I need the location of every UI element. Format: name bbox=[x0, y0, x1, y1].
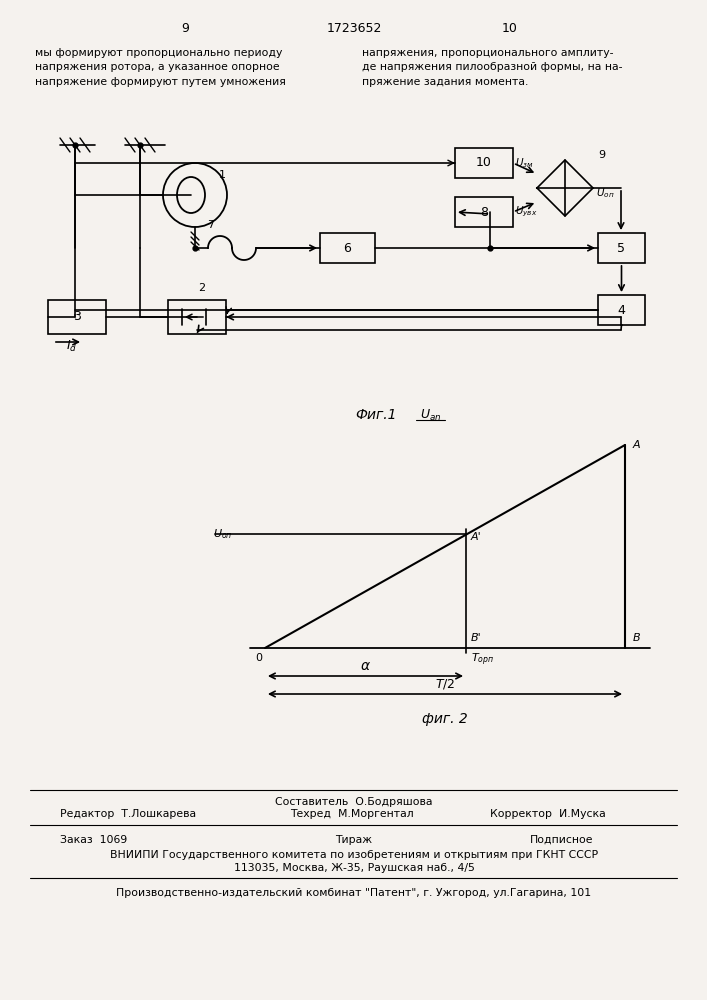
Bar bbox=[320, 233, 375, 263]
Text: Редактор  Т.Лошкарева: Редактор Т.Лошкарева bbox=[60, 809, 196, 819]
Text: фиг. 2: фиг. 2 bbox=[422, 712, 468, 726]
Bar bbox=[48, 300, 106, 334]
Text: A': A' bbox=[471, 532, 481, 542]
Text: 0: 0 bbox=[255, 653, 262, 663]
Text: 113035, Москва, Ж-35, Раушская наб., 4/5: 113035, Москва, Ж-35, Раушская наб., 4/5 bbox=[233, 863, 474, 873]
Text: 6: 6 bbox=[344, 241, 351, 254]
Text: 10: 10 bbox=[502, 21, 518, 34]
Text: 7: 7 bbox=[207, 220, 214, 230]
Text: Техред  М.Моргентал: Техред М.Моргентал bbox=[290, 809, 414, 819]
Text: Составитель  О.Бодряшова: Составитель О.Бодряшова bbox=[275, 797, 433, 807]
Text: напряжения, пропорционального амплиту-
де напряжения пилообразной формы, на на-
: напряжения, пропорционального амплиту- д… bbox=[362, 48, 622, 87]
Text: 9: 9 bbox=[181, 21, 189, 34]
Text: Заказ  1069: Заказ 1069 bbox=[60, 835, 127, 845]
Text: 8: 8 bbox=[480, 206, 488, 219]
Text: ВНИИПИ Государственного комитета по изобретениям и открытиям при ГКНТ СССР: ВНИИПИ Государственного комитета по изоб… bbox=[110, 850, 598, 860]
Text: Тираж: Тираж bbox=[335, 835, 373, 845]
Bar bbox=[598, 233, 645, 263]
Text: Фиг.1: Фиг.1 bbox=[355, 408, 397, 422]
Text: Производственно-издательский комбинат "Патент", г. Ужгород, ул.Гагарина, 101: Производственно-издательский комбинат "П… bbox=[117, 888, 592, 898]
Text: Корректор  И.Муска: Корректор И.Муска bbox=[490, 809, 606, 819]
Text: $T_{орп}$: $T_{орп}$ bbox=[471, 652, 494, 668]
Text: $U_{оп}$: $U_{оп}$ bbox=[213, 527, 233, 541]
Text: $U_{аn}$: $U_{аn}$ bbox=[420, 407, 441, 423]
Text: $U_{увх}$: $U_{увх}$ bbox=[515, 205, 537, 219]
Bar bbox=[598, 295, 645, 325]
Text: 5: 5 bbox=[617, 241, 626, 254]
Text: 3: 3 bbox=[73, 310, 81, 324]
Text: α: α bbox=[361, 659, 370, 673]
Text: $T/2$: $T/2$ bbox=[435, 677, 455, 691]
Bar bbox=[168, 300, 226, 334]
Text: Подписное: Подписное bbox=[530, 835, 593, 845]
Text: $U_{оп}$: $U_{оп}$ bbox=[596, 186, 614, 200]
Text: 1: 1 bbox=[219, 170, 226, 180]
Text: $I_d$: $I_d$ bbox=[66, 338, 78, 354]
Text: $U_{зм}$: $U_{зм}$ bbox=[515, 156, 534, 170]
Text: A: A bbox=[633, 440, 641, 450]
Text: 10: 10 bbox=[476, 156, 492, 169]
Text: 4: 4 bbox=[617, 304, 626, 316]
Text: B': B' bbox=[471, 633, 481, 643]
Text: B: B bbox=[633, 633, 641, 643]
Text: 1723652: 1723652 bbox=[327, 21, 382, 34]
Text: мы формируют пропорционально периоду
напряжения ротора, а указанное опорное
напр: мы формируют пропорционально периоду нап… bbox=[35, 48, 286, 87]
Bar bbox=[455, 148, 513, 178]
Text: 2: 2 bbox=[199, 283, 206, 293]
Text: 9: 9 bbox=[598, 150, 605, 160]
Bar bbox=[455, 197, 513, 227]
